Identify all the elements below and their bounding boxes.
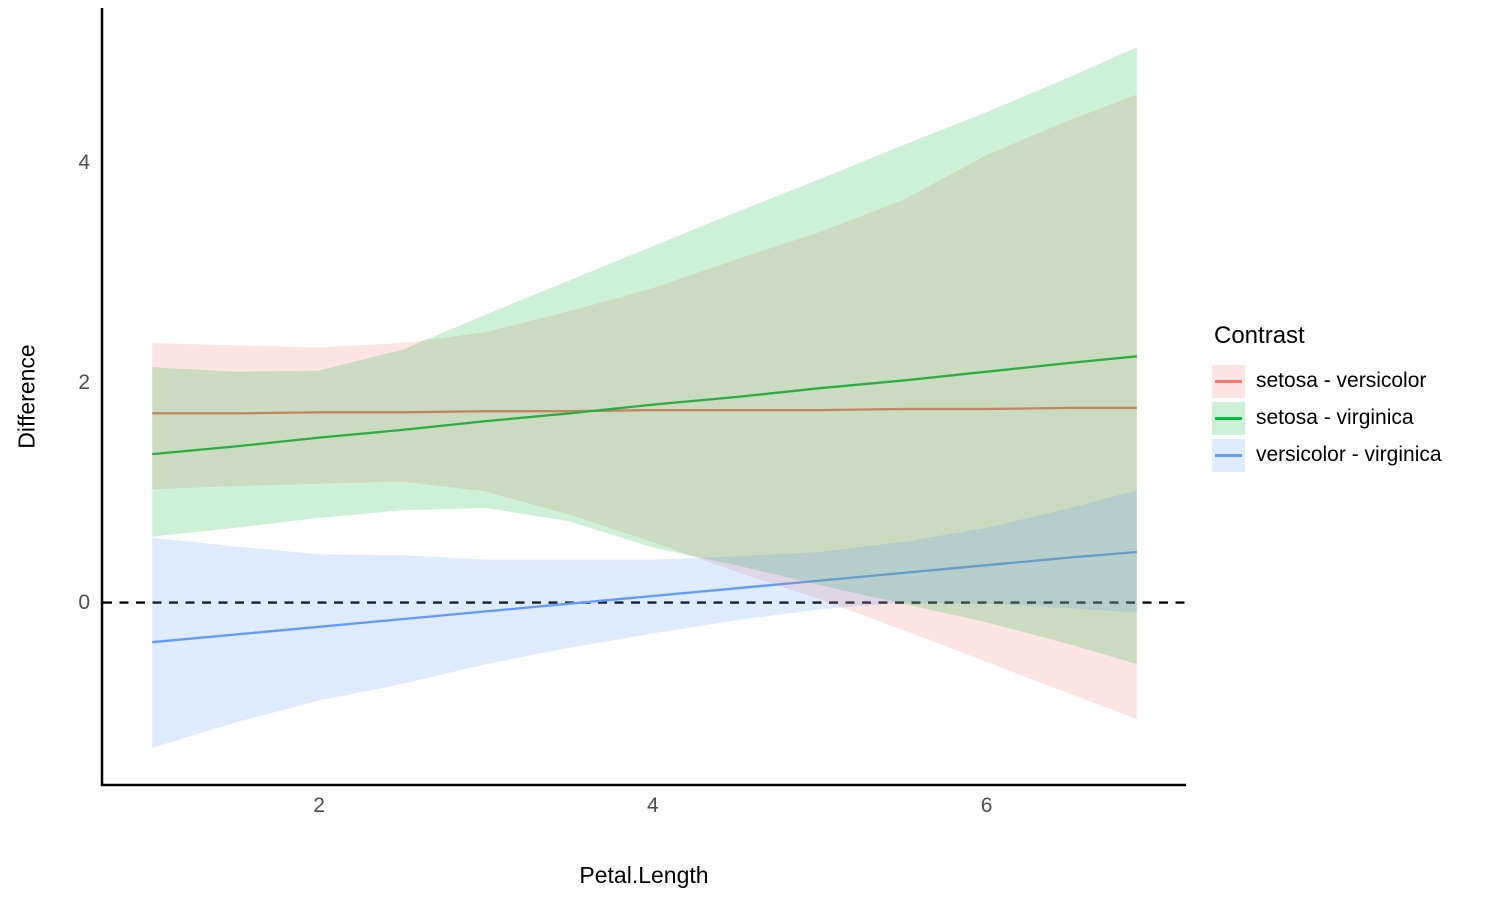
- y-tick-label: 2: [78, 370, 90, 394]
- legend-title: Contrast: [1214, 322, 1305, 349]
- legend-row: versicolor - virginica: [1212, 438, 1442, 472]
- trend-line-3: [152, 550, 1137, 644]
- legend-key-swatch: [1212, 364, 1245, 398]
- legend-row: setosa - versicolor: [1212, 364, 1442, 398]
- legend-entries: setosa - versicolor setosa - virginica ver…: [1212, 364, 1442, 472]
- legend-row: setosa - virginica: [1212, 401, 1442, 435]
- y-tick-label: 0: [78, 590, 90, 614]
- legend-key-swatch: [1212, 438, 1245, 472]
- x-tick-label: 4: [646, 794, 659, 817]
- x-axis-title: Petal.Length: [579, 862, 709, 888]
- legend-key-line-icon: [1215, 379, 1242, 383]
- y-axis-title: Difference: [13, 344, 40, 449]
- confidence-ribbon-3: [152, 490, 1137, 748]
- confidence-ribbon-1: [152, 94, 1137, 720]
- legend: Contrast setosa - versicolor setosa - vir…: [1212, 322, 1442, 475]
- y-tick-label: 4: [78, 150, 90, 174]
- legend-label: versicolor - virginica: [1256, 443, 1442, 466]
- trend-line-1: [152, 406, 1137, 415]
- legend-key-line-icon: [1215, 453, 1242, 457]
- x-tick-label: 2: [313, 794, 325, 817]
- confidence-ribbon-2: [152, 47, 1137, 665]
- x-tick-label: 6: [980, 794, 993, 817]
- legend-label: setosa - virginica: [1256, 406, 1414, 429]
- legend-label: setosa - versicolor: [1256, 369, 1427, 392]
- legend-key-swatch: [1212, 401, 1245, 435]
- legend-key-line-icon: [1215, 416, 1242, 420]
- trend-line-2: [152, 355, 1137, 456]
